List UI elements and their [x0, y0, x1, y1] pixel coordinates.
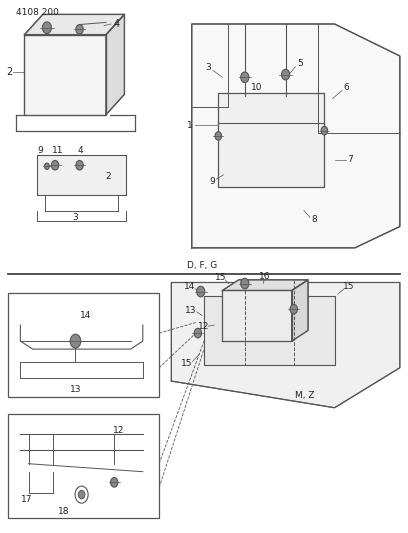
Text: 9: 9: [37, 147, 43, 155]
Bar: [37, 155, 126, 195]
Circle shape: [111, 478, 118, 487]
Polygon shape: [222, 290, 292, 341]
Text: 15: 15: [343, 282, 355, 291]
Text: 4108 200: 4108 200: [16, 9, 59, 17]
Text: 15: 15: [181, 359, 193, 368]
Text: 3: 3: [73, 213, 78, 222]
Bar: [24, 35, 106, 115]
Text: M, Z: M, Z: [295, 391, 315, 400]
Bar: [218, 93, 324, 187]
Polygon shape: [171, 282, 400, 408]
Polygon shape: [218, 93, 324, 187]
Text: 15: 15: [215, 273, 227, 281]
Text: 7: 7: [347, 156, 353, 164]
Circle shape: [241, 72, 249, 83]
Text: 9: 9: [209, 177, 215, 185]
Circle shape: [42, 22, 51, 34]
Circle shape: [215, 132, 222, 140]
Circle shape: [290, 304, 297, 314]
Circle shape: [78, 490, 85, 499]
Polygon shape: [24, 14, 124, 35]
Circle shape: [282, 69, 290, 80]
Bar: [8, 414, 159, 518]
Text: 10: 10: [251, 83, 262, 92]
Polygon shape: [37, 155, 126, 195]
Polygon shape: [24, 35, 106, 115]
Circle shape: [76, 25, 83, 34]
Circle shape: [194, 328, 202, 338]
Bar: [8, 293, 159, 397]
Polygon shape: [292, 280, 308, 341]
Text: 14: 14: [184, 282, 195, 290]
Text: 13: 13: [185, 306, 197, 314]
Text: 4: 4: [78, 147, 84, 155]
Text: 2: 2: [6, 67, 12, 77]
Polygon shape: [204, 296, 335, 365]
Circle shape: [197, 286, 205, 297]
Circle shape: [51, 160, 59, 170]
Text: 6: 6: [343, 84, 349, 92]
Circle shape: [76, 160, 83, 170]
Polygon shape: [106, 14, 124, 115]
Text: 5: 5: [297, 60, 303, 68]
Text: 12: 12: [197, 322, 209, 330]
Text: 17: 17: [21, 496, 32, 504]
Text: 12: 12: [113, 426, 124, 435]
Text: 13: 13: [70, 385, 81, 393]
Circle shape: [241, 278, 249, 289]
Text: 8: 8: [311, 215, 317, 224]
Text: 3: 3: [205, 63, 211, 72]
Text: 16: 16: [259, 272, 271, 280]
Polygon shape: [222, 280, 308, 290]
Circle shape: [44, 163, 49, 169]
Text: 11: 11: [52, 146, 64, 155]
Bar: [204, 296, 335, 365]
Text: D, F, G: D, F, G: [187, 261, 217, 270]
Polygon shape: [192, 24, 400, 248]
Text: 1: 1: [187, 121, 193, 130]
Circle shape: [70, 334, 81, 348]
Text: 4: 4: [113, 19, 120, 29]
Text: 2: 2: [105, 173, 111, 181]
Text: 18: 18: [58, 507, 69, 516]
Circle shape: [321, 126, 328, 135]
Text: 14: 14: [80, 311, 91, 320]
